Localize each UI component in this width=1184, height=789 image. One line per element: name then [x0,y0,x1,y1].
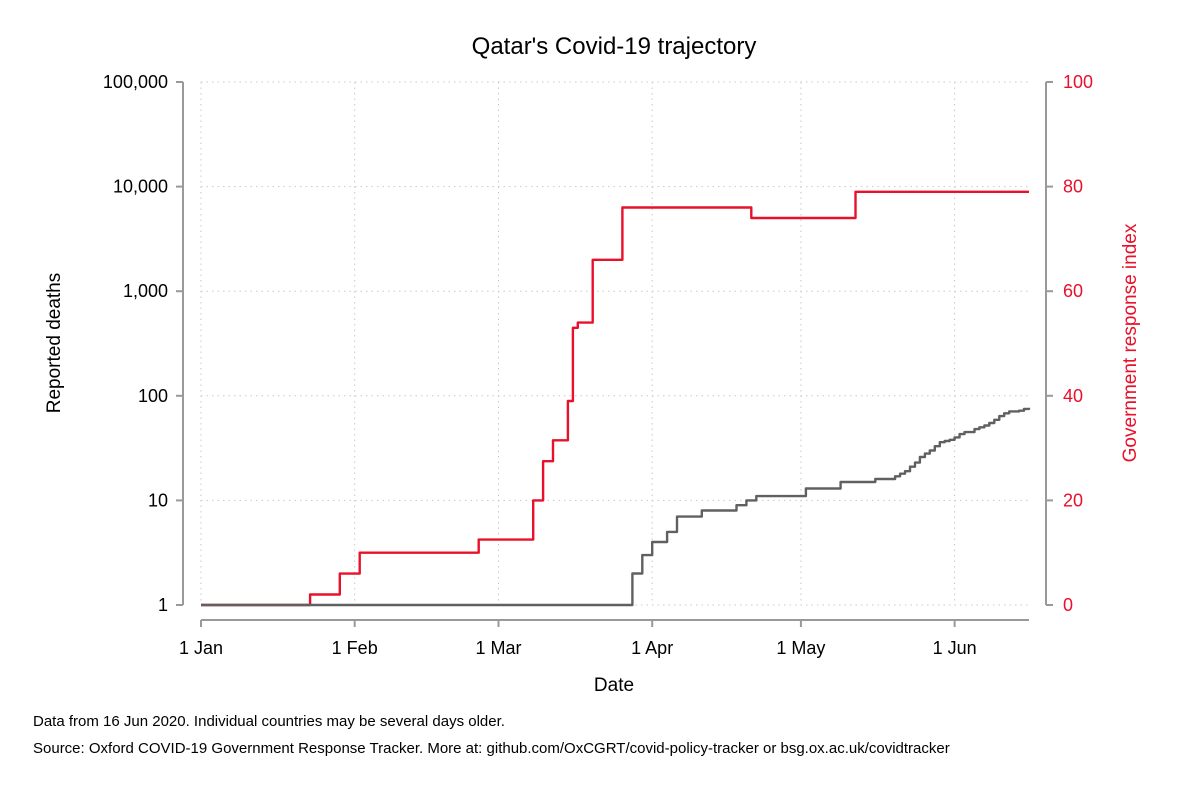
series-lines [201,190,1031,607]
x-tick-label: 1 Apr [631,638,673,658]
x-tick-label: 1 Feb [332,638,378,658]
right-y-tick-label: 40 [1063,386,1083,406]
x-tick-label: 1 Jun [933,638,977,658]
right-y-axis-label: Government response index [1120,223,1141,462]
x-axis-label: Date [594,675,634,696]
right-y-tick-label: 60 [1063,281,1083,301]
footnote-source: Source: Oxford COVID-19 Government Respo… [33,740,950,757]
x-tick-label: 1 May [776,638,825,658]
right-y-tick-label: 100 [1063,72,1093,92]
left-y-tick-label: 10 [148,490,168,510]
axis-ticks: 1 10 100 1,000 10,000 100,000 0 20 40 60 80 100 1 Ja… [103,72,1093,658]
left-y-tick-label: 10,000 [113,177,168,197]
x-tick-label: 1 Mar [475,638,521,658]
left-y-tick-label: 100,000 [103,72,168,92]
left-y-axis-label: Reported deaths [44,273,65,414]
left-y-tick-label: 1,000 [123,281,168,301]
right-y-tick-label: 20 [1063,490,1083,510]
footnote-data-date: Data from 16 Jun 2020. Individual countr… [33,713,505,730]
right-y-tick-label: 80 [1063,177,1083,197]
left-y-tick-label: 1 [158,595,168,615]
chart-title: Qatar's Covid-19 trajectory [472,33,757,60]
response-index-series-line [201,190,1029,607]
right-y-tick-label: 0 [1063,595,1073,615]
deaths-series-line [201,407,1031,607]
x-tick-label: 1 Jan [179,638,223,658]
grid-lines [200,81,1029,606]
left-y-tick-label: 100 [138,386,168,406]
